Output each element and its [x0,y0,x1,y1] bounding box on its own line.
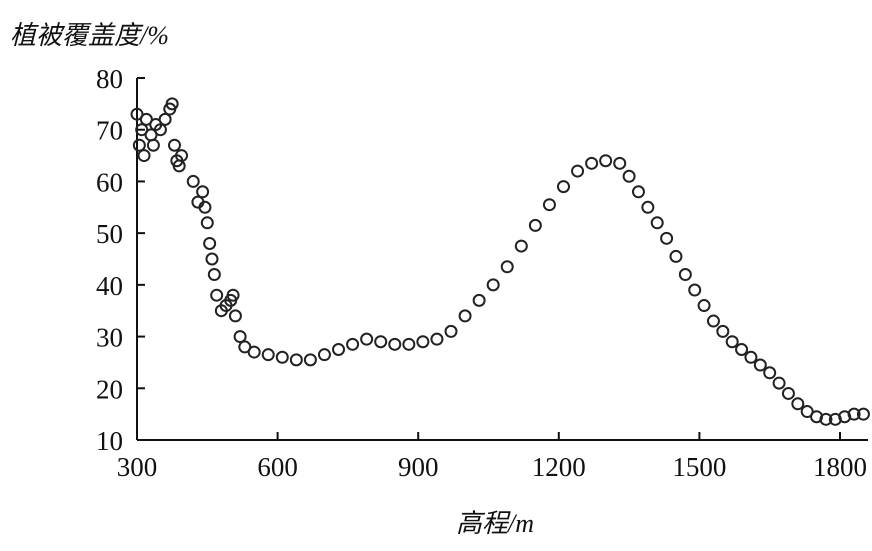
data-point [847,407,861,421]
data-point [175,149,189,163]
x-tick-label: 300 [117,452,158,482]
data-point [660,231,674,245]
y-tick-label: 60 [96,167,123,197]
x-tick-label: 1500 [672,452,726,482]
data-point [514,239,528,253]
data-point [196,185,210,199]
y-tick-label: 10 [96,426,123,456]
y-tick-label: 70 [96,116,123,146]
data-point [556,180,570,194]
data-point [856,407,870,421]
data-point [697,299,711,313]
x-tick-label: 600 [257,452,298,482]
data-point [402,337,416,351]
data-point [186,174,200,188]
data-point [669,249,683,263]
x-axis-label: 高程/m [456,509,534,538]
data-point [228,309,242,323]
data-point [153,123,167,137]
data-point [210,288,224,302]
x-tick-label: 1200 [532,452,586,482]
data-point [132,138,146,152]
data-point [735,343,749,356]
y-tick-label: 20 [96,374,123,404]
data-point [772,376,786,390]
data-point [622,169,636,183]
data-point [430,332,444,346]
data-point [158,112,172,126]
data-point [261,348,275,362]
data-point [753,358,767,372]
y-tick-label: 40 [96,271,123,301]
data-point [416,335,430,349]
data-point [641,200,655,214]
data-point [716,324,730,338]
data-point [317,348,331,362]
y-tick-label: 30 [96,323,123,353]
data-point [631,185,645,199]
data-point [332,343,346,356]
data-point [200,216,214,230]
data-point [678,268,692,282]
data-point [571,164,585,178]
data-point [374,335,388,349]
data-point [725,335,739,349]
data-point [360,332,374,346]
data-point [542,198,556,212]
data-point [207,268,221,282]
data-point [585,156,599,170]
data-point [289,353,303,367]
data-point [275,350,289,364]
data-point [198,200,212,214]
y-axis-label: 植被覆盖度/% [10,21,169,50]
data-point [819,412,833,426]
data-point [346,337,360,351]
data-point [613,156,627,170]
data-point [486,278,500,292]
data-point [528,218,542,232]
x-tick-label: 1800 [813,452,867,482]
data-point [706,314,720,328]
data-point [303,353,317,367]
data-point [458,309,472,323]
data-point [444,324,458,338]
data-point [167,138,181,152]
data-point [472,293,486,307]
data-point [233,330,247,344]
data-point [791,397,805,411]
data-point [688,283,702,297]
y-tick-label: 50 [96,219,123,249]
data-point [226,288,240,302]
data-point [599,154,613,168]
data-point [146,138,160,152]
data-point [650,216,664,230]
y-tick-label: 80 [96,64,123,94]
data-point [247,345,261,359]
data-point [744,350,758,364]
data-point [763,366,777,380]
data-point [388,337,402,351]
data-point [137,149,151,163]
data-point [500,260,514,274]
data-point [205,252,219,266]
data-point [165,97,179,111]
data-point [203,236,217,250]
x-tick-label: 900 [398,452,439,482]
data-point [781,386,795,400]
